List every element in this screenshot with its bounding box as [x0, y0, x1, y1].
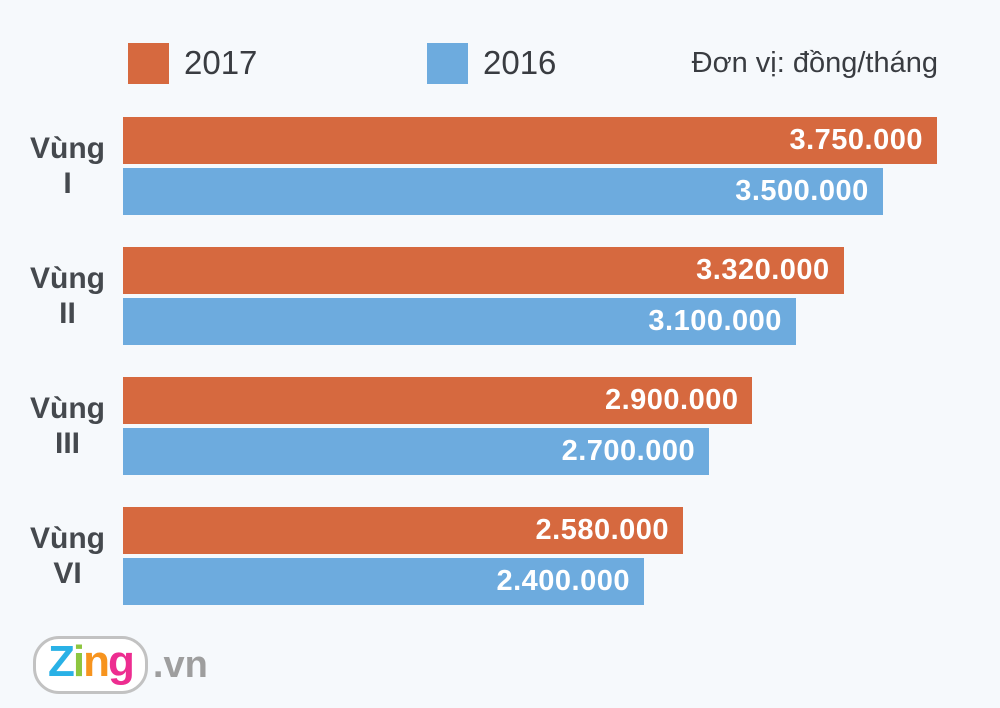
category-label-vung-i: Vùng I: [0, 117, 123, 215]
legend-label-2016: 2016: [483, 44, 557, 81]
bar-track-vung-iii: 2.900.000 2.700.000: [123, 377, 937, 475]
value-label-2017-vung-i: 3.750.000: [789, 124, 923, 156]
category-label-line: Vùng: [30, 522, 105, 555]
bar-group-vung-vi: Vùng VI 2.580.000 2.400.000: [0, 507, 1000, 605]
legend-item-2017: 2017: [128, 42, 257, 84]
category-label-line: II: [59, 297, 76, 330]
zing-logo-letter: n: [83, 637, 110, 686]
zing-logo: Zing: [33, 636, 148, 694]
category-label-line: III: [54, 427, 80, 460]
bar-2016-vung-vi: 2.400.000: [123, 558, 644, 605]
zing-logo-letter: g: [108, 637, 135, 686]
bar-2016-vung-iii: 2.700.000: [123, 428, 710, 475]
bar-2017-vung-i: 3.750.000: [123, 117, 937, 164]
bar-2017-vung-iii: 2.900.000: [123, 377, 753, 424]
value-label-2016-vung-vi: 2.400.000: [496, 565, 630, 597]
bar-chart: Vùng I 3.750.000 3.500.000 Vùng II 3.320.000 3.…: [0, 117, 1000, 637]
zing-logo-letter: i: [72, 637, 85, 686]
zing-logo-letter: Z: [48, 637, 75, 686]
category-label-line: VI: [53, 557, 82, 590]
bar-group-vung-iii: Vùng III 2.900.000 2.700.000: [0, 377, 1000, 475]
category-label-line: Vùng: [30, 392, 105, 425]
value-label-2017-vung-iii: 2.900.000: [604, 384, 739, 416]
category-label-line: I: [63, 167, 72, 200]
footer: Zing .vn: [33, 636, 208, 694]
legend-item-2016: 2016: [427, 42, 556, 84]
unit-note: Đơn vị: đồng/tháng: [691, 46, 938, 79]
legend-swatch-2017: [128, 42, 169, 84]
bar-2016-vung-ii: 3.100.000: [123, 298, 796, 345]
category-label-line: Vùng: [30, 132, 105, 165]
bar-track-vung-i: 3.750.000 3.500.000: [123, 117, 937, 215]
bar-track-vung-vi: 2.580.000 2.400.000: [123, 507, 937, 605]
value-label-2017-vung-vi: 2.580.000: [535, 514, 670, 546]
category-label-line: Vùng: [30, 262, 105, 295]
category-label-vung-iii: Vùng III: [0, 377, 123, 475]
category-label-vung-vi: Vùng VI: [0, 507, 123, 605]
legend-label-2017: 2017: [184, 44, 258, 81]
category-label-vung-ii: Vùng II: [0, 247, 123, 345]
bar-group-vung-i: Vùng I 3.750.000 3.500.000: [0, 117, 1000, 215]
value-label-2016-vung-iii: 2.700.000: [561, 435, 696, 467]
bar-track-vung-ii: 3.320.000 3.100.000: [123, 247, 937, 345]
value-label-2016-vung-i: 3.500.000: [735, 175, 869, 207]
zing-logo-suffix: .vn: [152, 643, 208, 686]
legend-swatch-2016: [427, 42, 468, 84]
bar-2017-vung-ii: 3.320.000: [123, 247, 844, 294]
bar-group-vung-ii: Vùng II 3.320.000 3.100.000: [0, 247, 1000, 345]
bar-2017-vung-vi: 2.580.000: [123, 507, 684, 554]
value-label-2017-vung-ii: 3.320.000: [696, 254, 830, 286]
bar-2016-vung-i: 3.500.000: [123, 168, 883, 215]
value-label-2016-vung-ii: 3.100.000: [648, 305, 782, 337]
